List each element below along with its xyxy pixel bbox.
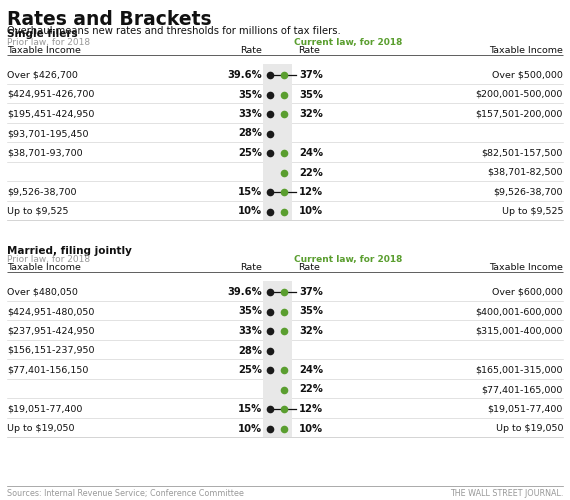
Text: Rate: Rate bbox=[240, 46, 262, 55]
Text: 32%: 32% bbox=[299, 326, 323, 336]
Text: $424,951-480,050: $424,951-480,050 bbox=[7, 307, 95, 316]
Text: $165,001-315,000: $165,001-315,000 bbox=[475, 366, 563, 374]
Text: 39.6%: 39.6% bbox=[227, 287, 262, 297]
Text: $82,501-157,500: $82,501-157,500 bbox=[482, 148, 563, 158]
Text: $157,501-200,000: $157,501-200,000 bbox=[475, 110, 563, 118]
Text: $9,526-38,700: $9,526-38,700 bbox=[494, 188, 563, 196]
Text: 39.6%: 39.6% bbox=[227, 70, 262, 80]
Text: Up to $9,525: Up to $9,525 bbox=[502, 207, 563, 216]
Text: Over $600,000: Over $600,000 bbox=[492, 288, 563, 296]
Text: Overhaul means new rates and thresholds for millions of tax filers.: Overhaul means new rates and thresholds … bbox=[7, 26, 341, 36]
Text: THE WALL STREET JOURNAL.: THE WALL STREET JOURNAL. bbox=[450, 489, 563, 498]
Text: Single filers: Single filers bbox=[7, 29, 78, 39]
Text: $424,951-426,700: $424,951-426,700 bbox=[7, 90, 95, 99]
Text: Up to $9,525: Up to $9,525 bbox=[7, 207, 68, 216]
Text: 35%: 35% bbox=[299, 306, 323, 316]
Text: 12%: 12% bbox=[299, 187, 323, 197]
Text: $400,001-600,000: $400,001-600,000 bbox=[475, 307, 563, 316]
Text: Up to $19,050: Up to $19,050 bbox=[495, 424, 563, 433]
Text: Prior law, for 2018: Prior law, for 2018 bbox=[7, 38, 90, 47]
Text: 37%: 37% bbox=[299, 70, 323, 80]
Text: Prior law, for 2018: Prior law, for 2018 bbox=[7, 255, 90, 264]
Text: $77,401-156,150: $77,401-156,150 bbox=[7, 366, 88, 374]
Text: 22%: 22% bbox=[299, 168, 323, 177]
Text: Rates and Brackets: Rates and Brackets bbox=[7, 10, 211, 29]
Text: 25%: 25% bbox=[238, 365, 262, 375]
Text: 10%: 10% bbox=[299, 206, 323, 216]
Bar bbox=[263, 64, 292, 220]
Text: 35%: 35% bbox=[238, 90, 262, 100]
Text: Sources: Internal Revenue Service; Conference Committee: Sources: Internal Revenue Service; Confe… bbox=[7, 489, 244, 498]
Text: $19,051-77,400: $19,051-77,400 bbox=[7, 404, 83, 413]
Text: 10%: 10% bbox=[238, 206, 262, 216]
Text: 35%: 35% bbox=[299, 90, 323, 100]
Text: 32%: 32% bbox=[299, 109, 323, 119]
Text: Over $480,050: Over $480,050 bbox=[7, 288, 78, 296]
Text: Rate: Rate bbox=[298, 263, 320, 272]
Text: Taxable Income: Taxable Income bbox=[7, 263, 81, 272]
Text: Rate: Rate bbox=[240, 263, 262, 272]
Text: 24%: 24% bbox=[299, 148, 323, 158]
Text: Taxable Income: Taxable Income bbox=[7, 46, 81, 55]
Text: $237,951-424,950: $237,951-424,950 bbox=[7, 326, 95, 336]
Text: Taxable Income: Taxable Income bbox=[489, 263, 563, 272]
Text: 25%: 25% bbox=[238, 148, 262, 158]
Text: Over $500,000: Over $500,000 bbox=[492, 70, 563, 80]
Text: 12%: 12% bbox=[299, 404, 323, 414]
Text: 24%: 24% bbox=[299, 365, 323, 375]
Text: $156,151-237,950: $156,151-237,950 bbox=[7, 346, 95, 355]
Text: $315,001-400,000: $315,001-400,000 bbox=[475, 326, 563, 336]
Text: 37%: 37% bbox=[299, 287, 323, 297]
Text: $195,451-424,950: $195,451-424,950 bbox=[7, 110, 95, 118]
Text: Current law, for 2018: Current law, for 2018 bbox=[294, 38, 402, 47]
Text: Married, filing jointly: Married, filing jointly bbox=[7, 246, 132, 256]
Text: Current law, for 2018: Current law, for 2018 bbox=[294, 255, 402, 264]
Text: 10%: 10% bbox=[299, 424, 323, 434]
Text: Over $426,700: Over $426,700 bbox=[7, 70, 78, 80]
Text: 28%: 28% bbox=[238, 128, 262, 138]
Text: Rate: Rate bbox=[298, 46, 320, 55]
Text: $19,051-77,400: $19,051-77,400 bbox=[487, 404, 563, 413]
Bar bbox=[263, 282, 292, 438]
Text: 15%: 15% bbox=[238, 187, 262, 197]
Text: $200,001-500,000: $200,001-500,000 bbox=[475, 90, 563, 99]
Text: 35%: 35% bbox=[238, 306, 262, 316]
Text: Taxable Income: Taxable Income bbox=[489, 46, 563, 55]
Text: $38,701-82,500: $38,701-82,500 bbox=[487, 168, 563, 177]
Text: $9,526-38,700: $9,526-38,700 bbox=[7, 188, 76, 196]
Text: $38,701-93,700: $38,701-93,700 bbox=[7, 148, 83, 158]
Text: 28%: 28% bbox=[238, 346, 262, 356]
Text: $93,701-195,450: $93,701-195,450 bbox=[7, 129, 88, 138]
Text: Up to $19,050: Up to $19,050 bbox=[7, 424, 75, 433]
Text: 15%: 15% bbox=[238, 404, 262, 414]
Text: 33%: 33% bbox=[238, 326, 262, 336]
Text: $77,401-165,000: $77,401-165,000 bbox=[482, 385, 563, 394]
Text: 33%: 33% bbox=[238, 109, 262, 119]
Text: 10%: 10% bbox=[238, 424, 262, 434]
Text: 22%: 22% bbox=[299, 384, 323, 394]
